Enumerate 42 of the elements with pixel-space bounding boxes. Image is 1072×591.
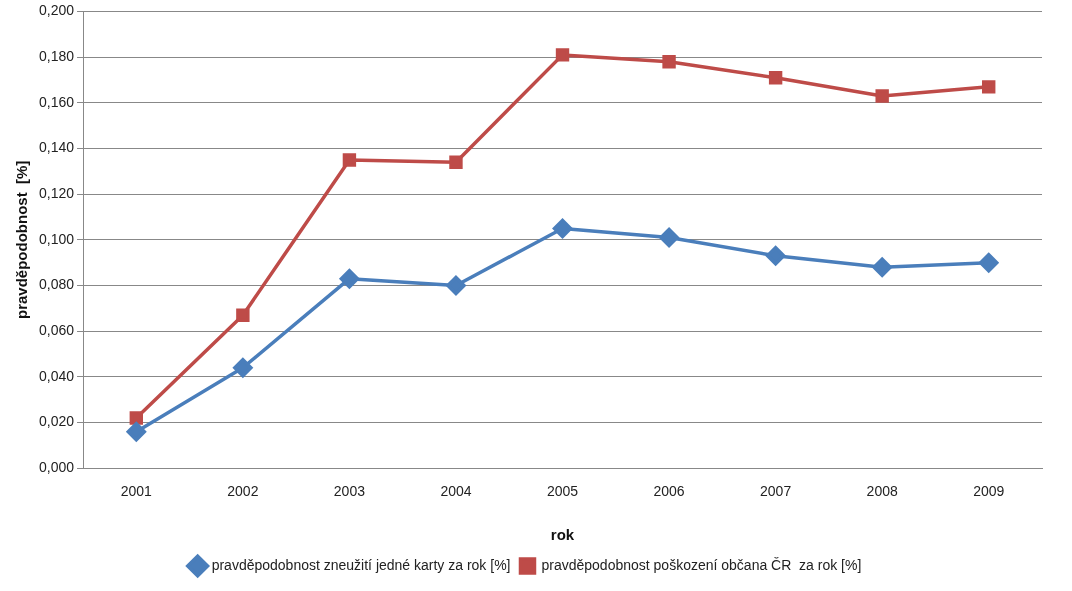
y-tick-label: 0,120 — [38, 185, 75, 202]
point — [342, 153, 357, 167]
point — [233, 357, 253, 378]
point — [768, 71, 783, 85]
point — [129, 411, 144, 425]
point — [236, 308, 250, 322]
x-tick-label: 2004 — [440, 483, 472, 500]
point — [446, 275, 466, 296]
point — [552, 218, 573, 239]
y-tick-label: 0,160 — [38, 93, 75, 110]
y-tick-label: 0,100 — [38, 230, 75, 247]
x-tick-label: 2003 — [333, 483, 366, 500]
x-tick-label: 2005 — [546, 483, 579, 500]
x-tick-label: 2009 — [973, 483, 1005, 500]
y-tick-label: 0,060 — [38, 322, 75, 339]
legend-label: pravděpodobnost poškození občana ČR za rok [%] — [541, 556, 862, 573]
x-tick-label: 2006 — [653, 483, 685, 500]
point — [659, 227, 679, 248]
x-tick-label: 2008 — [866, 483, 898, 500]
point — [765, 246, 786, 266]
y-tick-label: 0,000 — [38, 459, 75, 476]
x-tick-label: 2002 — [227, 483, 259, 500]
point — [978, 252, 999, 273]
y-tick-label: 0,020 — [38, 413, 75, 430]
y-tick-label: 0,040 — [38, 367, 75, 384]
y-tick-label: 0,140 — [38, 139, 75, 156]
y-axis-title: pravděpodobnost [%] — [13, 160, 31, 320]
point — [982, 80, 996, 94]
point — [555, 48, 570, 62]
point — [662, 55, 676, 69]
y-tick-label: 0,200 — [38, 2, 75, 19]
y-tick-label: 0,180 — [38, 48, 75, 65]
point — [872, 257, 892, 277]
point — [449, 155, 463, 169]
x-tick-label: 2007 — [760, 483, 792, 500]
point — [126, 421, 147, 442]
legend-label: pravděpodobnost zneužití jedné karty za rok [%] — [211, 556, 511, 573]
x-axis-title: rok — [550, 526, 575, 544]
point — [875, 89, 889, 103]
point — [339, 268, 360, 289]
x-tick-label: 2001 — [120, 483, 153, 500]
y-tick-label: 0,080 — [38, 276, 75, 293]
